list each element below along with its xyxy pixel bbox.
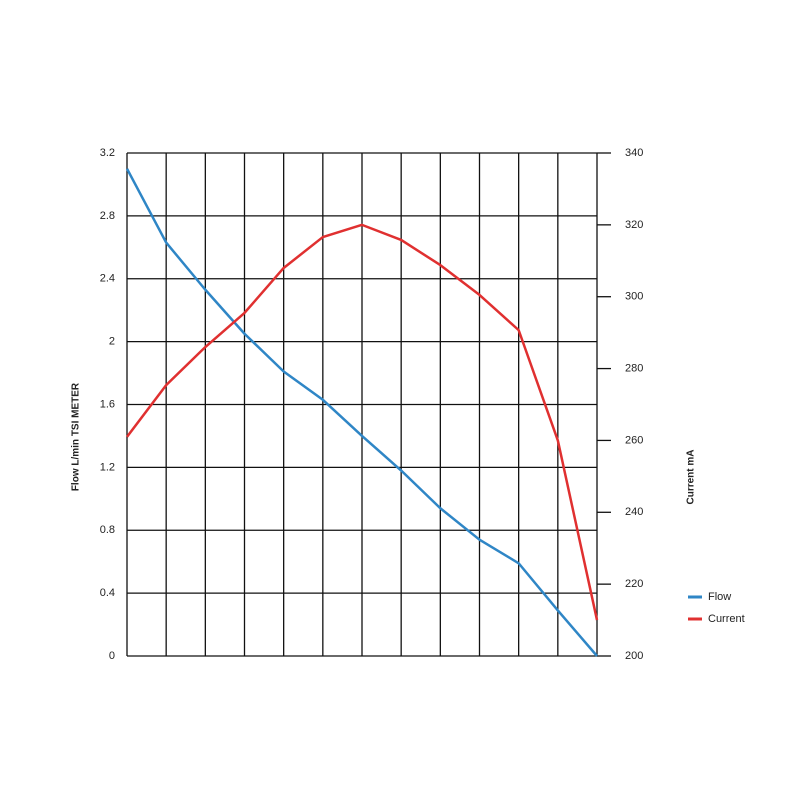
y2-tick-label: 320 xyxy=(625,219,643,231)
y-tick-label: 2.4 xyxy=(100,273,115,285)
y2-tick-label: 260 xyxy=(625,434,643,446)
y2-tick-label: 240 xyxy=(625,506,643,518)
legend-label: Current xyxy=(708,613,745,625)
y-tick-label: 1.6 xyxy=(100,398,115,410)
y-tick-label: 2.8 xyxy=(100,210,115,222)
series-line xyxy=(125,168,598,657)
y2-tick-label: 340 xyxy=(625,147,643,159)
y2-tick-label: 300 xyxy=(625,291,643,303)
y2-tick-label: 200 xyxy=(625,650,643,662)
legend-label: Flow xyxy=(708,591,731,603)
y-tick-label: 1.2 xyxy=(100,461,115,473)
y2-axis-label: Current mA xyxy=(686,449,697,504)
y2-tick-label: 280 xyxy=(625,362,643,374)
y-tick-label: 0.4 xyxy=(100,587,115,599)
y2-tick-label: 220 xyxy=(625,578,643,590)
y-axis-label: Flow L/min TSI METER xyxy=(71,382,82,491)
series-line xyxy=(126,223,599,621)
y-tick-label: 3.2 xyxy=(100,147,115,159)
y-tick-label: 2 xyxy=(109,336,115,348)
y-tick-label: 0 xyxy=(109,650,115,662)
y-tick-label: 0.8 xyxy=(100,524,115,536)
